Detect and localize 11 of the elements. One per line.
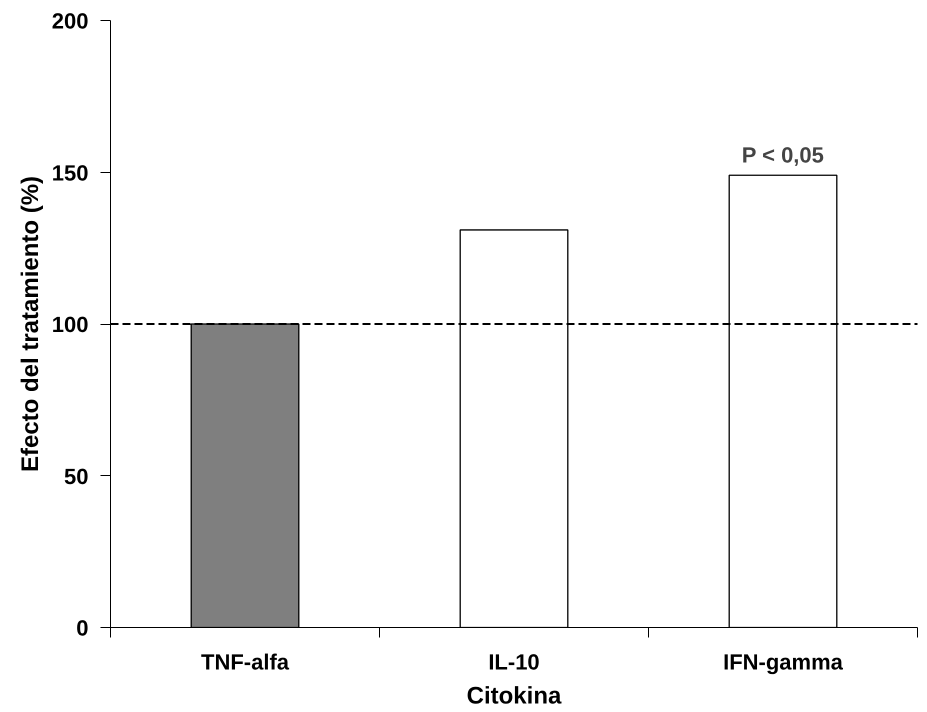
x-tick-label: IFN-gamma — [723, 650, 844, 674]
y-tick-label: 100 — [52, 312, 89, 337]
x-tick-label: IL-10 — [488, 650, 540, 674]
y-axis-title: Efecto del tratamiento (%) — [16, 176, 44, 472]
x-axis-title: Citokina — [466, 682, 562, 710]
y-tick-label: 150 — [52, 160, 89, 186]
y-tick-label: 50 — [64, 464, 89, 489]
y-tick-label: 200 — [52, 8, 89, 34]
annotation: P < 0,05 — [742, 142, 824, 168]
x-tick-label: TNF-alfa — [201, 650, 290, 674]
y-tick-label: 0 — [76, 616, 89, 640]
